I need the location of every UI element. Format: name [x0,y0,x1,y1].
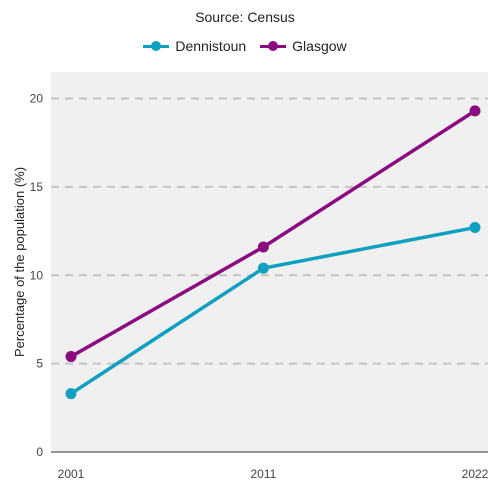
data-point-glasgow [65,351,77,363]
x-tick-label: 2001 [58,467,85,481]
y-tick-label: 10 [30,268,44,282]
axes: 0 5 10 15 20 2001 2011 2022 [30,92,489,481]
legend-label-glasgow: Glasgow [292,38,347,54]
legend-label-dennistoun: Dennistoun [175,38,247,54]
x-tick-label: 2011 [250,467,276,481]
legend: Dennistoun Glasgow [0,38,490,54]
data-point-glasgow [257,241,269,253]
data-point-dennistoun [469,222,481,234]
legend-key-glasgow [260,39,287,53]
x-tick-label: 2022 [462,467,489,481]
data-point-glasgow [469,105,481,117]
data-point-dennistoun [257,262,269,274]
legend-item-glasgow: Glasgow [260,38,347,54]
legend-key-dennistoun [143,39,170,53]
chart-subtitle: Source: Census [195,9,295,25]
y-tick-label: 0 [36,445,43,459]
series-layer [65,105,481,400]
y-tick-label: 15 [30,180,44,194]
legend-item-dennistoun: Dennistoun [143,38,246,54]
y-tick-label: 5 [36,357,43,371]
plot-panel [51,72,488,452]
y-axis-label: Percentage of the population (%) [12,167,27,357]
y-tick-label: 20 [30,92,44,106]
data-point-dennistoun [65,388,77,400]
gridlines [51,97,488,365]
